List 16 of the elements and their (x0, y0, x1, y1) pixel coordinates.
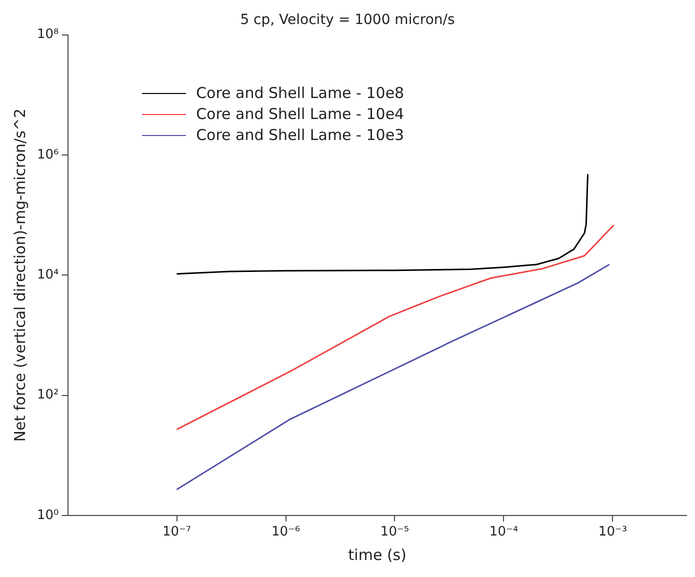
x-tick-label: 10⁻⁴ (489, 524, 518, 540)
y-tick-label: 10⁸ (36, 27, 59, 42)
x-tick-label: 10⁻⁶ (271, 524, 300, 540)
y-tick-label: 10⁰ (36, 508, 59, 523)
legend-label: Core and Shell Lame - 10e4 (196, 105, 404, 124)
y-tick-label: 10² (36, 388, 59, 403)
x-tick-label: 10⁻³ (598, 524, 628, 540)
x-tick-label: 10⁻⁷ (162, 524, 192, 540)
legend-label: Core and Shell Lame - 10e8 (196, 84, 404, 102)
x-tick-label: 10⁻⁵ (380, 524, 410, 540)
legend-label: Core and Shell Lame - 10e3 (196, 126, 404, 144)
y-axis-title: Net force (vertical direction)-mg-micron/s^2 (10, 108, 29, 442)
y-tick-label: 10⁶ (36, 147, 59, 162)
x-axis-title: time (s) (348, 546, 406, 564)
chart-title: 5 cp, Velocity = 1000 micron/s (240, 12, 455, 28)
y-tick-label: 10⁴ (36, 267, 59, 282)
